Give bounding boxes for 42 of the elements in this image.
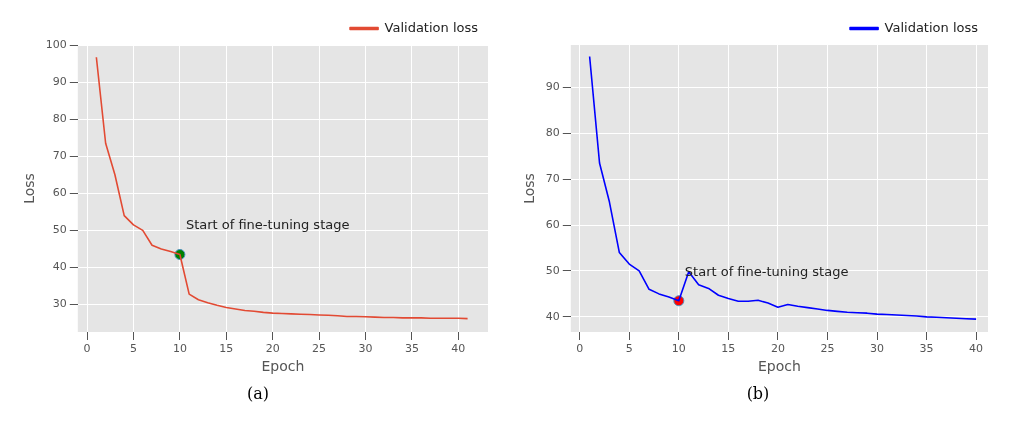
y-tick-label: 70 (545, 171, 560, 185)
x-axis-title: Epoch (757, 358, 801, 375)
x-tick-label: 25 (820, 342, 835, 356)
y-tick-label: 80 (545, 126, 560, 140)
y-tick-label: 90 (52, 74, 67, 88)
y-tick-label: 60 (545, 217, 560, 231)
y-tick-label: 70 (52, 149, 67, 163)
x-tick-label: 5 (625, 342, 633, 356)
y-axis-title: Loss (21, 173, 38, 204)
legend-label: Validation loss (884, 19, 979, 35)
x-tick-label: 20 (770, 342, 785, 356)
text: (b) (746, 384, 770, 403)
x-tick-label: 5 (129, 342, 137, 356)
y-tick-label: 30 (52, 297, 67, 311)
y-tick-label: 90 (545, 80, 560, 94)
y-tick-label: 40 (52, 260, 67, 274)
x-tick-label: 40 (451, 342, 466, 356)
x-tick-label: 10 (671, 342, 686, 356)
x-tick-label: 15 (219, 342, 234, 356)
y-tick-label: 50 (545, 263, 560, 277)
y-tick-label: 60 (52, 186, 67, 200)
y-tick-label: 40 (545, 309, 560, 323)
x-tick-label: 20 (265, 342, 280, 356)
x-axis-title: Epoch (261, 358, 305, 375)
x-tick-label: 40 (969, 342, 984, 356)
y-tick-label: 50 (52, 223, 67, 237)
annotation: Start of fine-tuning stage (185, 217, 350, 233)
y-tick-label: 100 (45, 37, 67, 51)
y-axis-title: Loss (521, 173, 538, 204)
x-tick-label: 35 (919, 342, 934, 356)
text: (a) (246, 384, 270, 403)
x-tick-label: 0 (576, 342, 584, 356)
x-tick-label: 30 (870, 342, 885, 356)
legend-label: Validation loss (384, 19, 479, 35)
x-tick-label: 10 (172, 342, 187, 356)
annotation: Start of fine-tuning stage (684, 263, 849, 279)
x-tick-label: 0 (83, 342, 91, 356)
x-tick-label: 30 (358, 342, 373, 356)
x-tick-label: 15 (721, 342, 736, 356)
y-tick-label: 80 (52, 112, 67, 126)
x-tick-label: 35 (404, 342, 419, 356)
x-tick-label: 25 (312, 342, 327, 356)
